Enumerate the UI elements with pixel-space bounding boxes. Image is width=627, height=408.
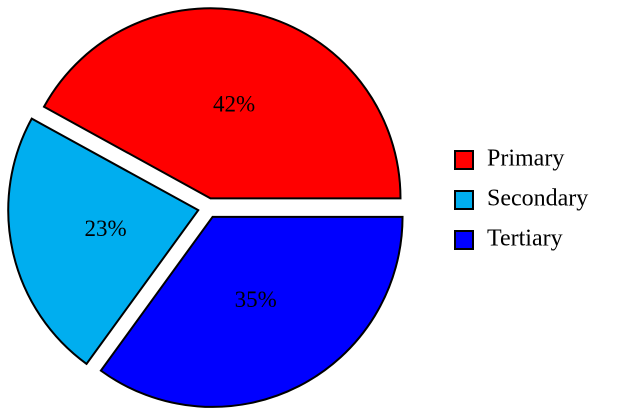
slice-label: 23% xyxy=(84,216,126,241)
legend-label: Primary xyxy=(487,146,564,172)
pie-slice xyxy=(99,215,404,408)
legend-label: Secondary xyxy=(487,186,588,212)
pie-slice xyxy=(42,7,402,200)
slice-label: 35% xyxy=(235,287,277,312)
legend-swatch xyxy=(454,190,474,210)
legend-swatch xyxy=(454,150,474,170)
slice-label: 42% xyxy=(213,92,255,117)
pie-slice xyxy=(7,117,200,366)
legend-swatch xyxy=(454,230,474,250)
legend-label: Tertiary xyxy=(487,226,563,252)
